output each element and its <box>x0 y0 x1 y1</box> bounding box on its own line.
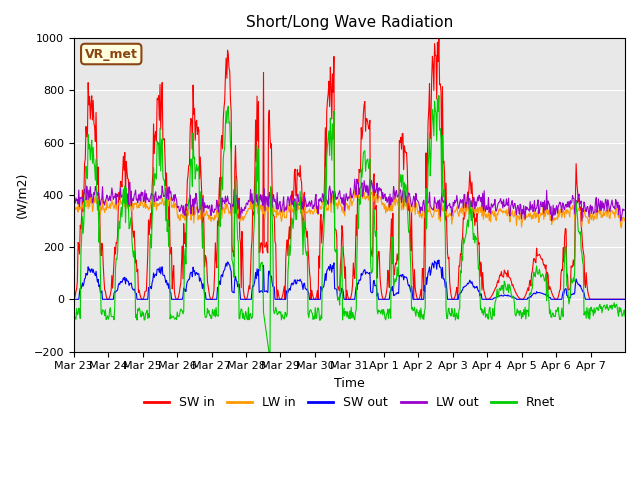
Line: SW in: SW in <box>74 37 625 300</box>
LW in <box>134 202 142 207</box>
Rnet <box>263 336 271 341</box>
Text: VR_met: VR_met <box>85 48 138 60</box>
SW out <box>263 289 271 295</box>
Rnet <box>236 316 244 322</box>
LW out <box>621 207 629 213</box>
SW out <box>435 257 443 263</box>
LW out <box>407 200 415 205</box>
SW in <box>621 297 629 302</box>
SW out <box>284 290 292 296</box>
SW in <box>263 248 271 254</box>
SW out <box>438 275 445 281</box>
Title: Short/Long Wave Radiation: Short/Long Wave Radiation <box>246 15 453 30</box>
LW in <box>70 205 77 211</box>
Rnet <box>266 357 274 362</box>
SW in <box>284 252 292 258</box>
Line: LW out: LW out <box>74 179 625 221</box>
X-axis label: Time: Time <box>334 377 365 390</box>
Rnet <box>438 132 446 138</box>
Rnet <box>407 266 415 272</box>
SW in <box>70 297 77 302</box>
LW in <box>284 202 292 208</box>
SW out <box>406 286 414 292</box>
LW out <box>351 176 358 182</box>
Rnet <box>621 313 629 319</box>
Line: SW out: SW out <box>74 260 625 300</box>
Legend: SW in, LW in, SW out, LW out, Rnet: SW in, LW in, SW out, LW out, Rnet <box>139 391 560 414</box>
LW out <box>134 192 142 198</box>
LW in <box>263 208 271 214</box>
SW out <box>621 297 629 302</box>
LW in <box>621 216 629 222</box>
Rnet <box>435 93 443 98</box>
SW in <box>134 290 142 296</box>
LW out <box>578 218 586 224</box>
SW out <box>70 297 77 302</box>
Rnet <box>134 308 142 313</box>
LW in <box>407 209 415 215</box>
LW out <box>70 201 77 206</box>
LW in <box>618 225 625 231</box>
LW out <box>438 190 445 195</box>
SW in <box>435 35 443 40</box>
LW in <box>236 218 244 224</box>
LW out <box>236 216 244 221</box>
LW out <box>284 193 292 199</box>
Rnet <box>70 312 77 317</box>
Line: LW in: LW in <box>74 186 625 228</box>
SW out <box>134 297 142 302</box>
Y-axis label: (W/m2): (W/m2) <box>15 172 28 218</box>
LW in <box>366 183 374 189</box>
SW in <box>406 228 414 233</box>
LW out <box>263 203 271 208</box>
LW in <box>438 201 445 206</box>
SW in <box>438 155 445 160</box>
Line: Rnet: Rnet <box>74 96 625 360</box>
SW out <box>236 287 244 293</box>
SW in <box>236 235 244 241</box>
Rnet <box>285 258 292 264</box>
